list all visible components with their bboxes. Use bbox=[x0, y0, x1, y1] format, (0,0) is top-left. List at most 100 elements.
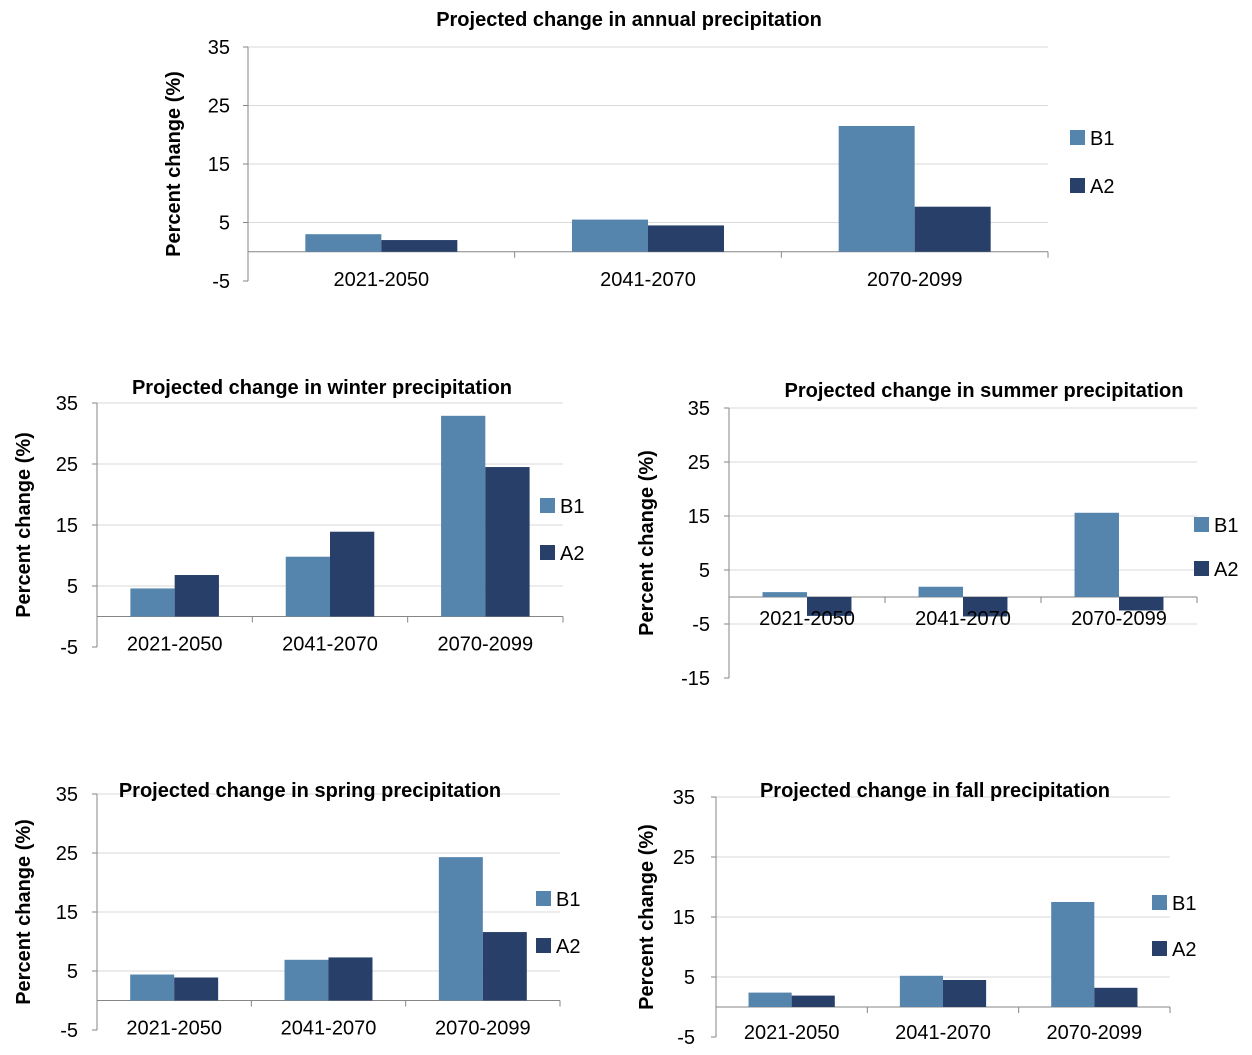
bar-b1-2070-2099 bbox=[838, 125, 915, 252]
bar-b1-2070-2099 bbox=[1074, 512, 1119, 597]
bar-b1-2070-2099 bbox=[438, 857, 483, 1001]
legend-label: A2 bbox=[556, 936, 580, 958]
bar-a2-2041-2070 bbox=[648, 225, 724, 252]
bar-a2-2070-2099 bbox=[485, 467, 530, 617]
y-tick-label: 35 bbox=[56, 393, 78, 415]
bar-a2-2070-2099 bbox=[1119, 597, 1164, 611]
x-category-label: 2070-2099 bbox=[435, 1018, 531, 1040]
bar-a2-2070-2099 bbox=[482, 932, 527, 1001]
x-category-label: 2041-2070 bbox=[915, 608, 1011, 630]
legend-swatch-b1 bbox=[540, 498, 555, 513]
legend-label: B1 bbox=[556, 889, 580, 911]
bar-b1-2070-2099 bbox=[1051, 902, 1095, 1007]
legend-swatch-b1 bbox=[1194, 517, 1209, 532]
bar-b1-2070-2099 bbox=[441, 415, 486, 617]
bar-b1-2021-2050 bbox=[305, 234, 382, 252]
y-tick-label: -15 bbox=[681, 668, 710, 690]
legend-label: B1 bbox=[1090, 128, 1114, 150]
y-axis-label: Percent change (%) bbox=[163, 71, 185, 257]
bar-b1-2021-2050 bbox=[762, 592, 807, 597]
y-tick-label: -5 bbox=[60, 637, 78, 659]
x-category-label: 2021-2050 bbox=[334, 269, 430, 291]
y-tick-label: -5 bbox=[60, 1020, 78, 1042]
y-tick-label: 15 bbox=[688, 506, 710, 528]
y-tick-label: 25 bbox=[208, 96, 230, 118]
x-category-label: 2021-2050 bbox=[126, 1018, 222, 1040]
bar-a2-2070-2099 bbox=[914, 206, 991, 252]
chart-title: Projected change in winter precipitation bbox=[132, 377, 512, 399]
y-tick-label: -5 bbox=[212, 271, 230, 293]
legend-swatch-a2 bbox=[536, 938, 551, 953]
summer-chart: -15 -5 5 15 25 35 2021-2050 2041-2070 2070-2099 P… bbox=[636, 380, 1238, 690]
bar-b1-2021-2050 bbox=[130, 588, 175, 617]
bar-a2-2021-2050 bbox=[381, 240, 458, 252]
y-tick-label: -5 bbox=[677, 1027, 695, 1049]
bar-a2-2041-2070 bbox=[963, 597, 1008, 617]
x-category-label: 2041-2070 bbox=[282, 634, 378, 656]
annual-chart: -5 5 15 25 35 2021-2050 2041-2070 2070-2099 Proj… bbox=[163, 9, 1114, 293]
y-tick-label: 25 bbox=[56, 843, 78, 865]
bar-a2-2021-2050 bbox=[791, 995, 835, 1007]
x-category-label: 2070-2099 bbox=[1071, 608, 1167, 630]
x-category-label: 2070-2099 bbox=[438, 634, 534, 656]
x-category-label: 2041-2070 bbox=[895, 1022, 991, 1044]
y-axis-label: Percent change (%) bbox=[13, 432, 35, 618]
y-axis-label: Percent change (%) bbox=[13, 819, 35, 1005]
bar-a2-2021-2050 bbox=[174, 575, 219, 617]
y-tick-label: 35 bbox=[688, 398, 710, 420]
legend-swatch-b1 bbox=[536, 891, 551, 906]
chart-title: Projected change in summer precipitation bbox=[785, 380, 1184, 402]
y-tick-label: 25 bbox=[56, 454, 78, 476]
bar-a2-2041-2070 bbox=[330, 531, 375, 617]
y-tick-label: 35 bbox=[673, 787, 695, 809]
y-tick-label: 15 bbox=[673, 907, 695, 929]
bar-b1-2041-2070 bbox=[918, 586, 963, 597]
legend-swatch-b1 bbox=[1070, 130, 1085, 145]
y-tick-label: 5 bbox=[67, 961, 78, 983]
chart-title: Projected change in spring precipitation bbox=[119, 780, 501, 802]
chart-title: Projected change in fall precipitation bbox=[760, 780, 1110, 802]
y-tick-label: -5 bbox=[692, 614, 710, 636]
legend-swatch-b1 bbox=[1152, 895, 1167, 910]
y-tick-label: 5 bbox=[684, 967, 695, 989]
bar-a2-2070-2099 bbox=[1094, 987, 1138, 1007]
fall-chart: -5 5 15 25 35 2021-2050 2041-2070 2070-2099 Proj… bbox=[636, 780, 1196, 1049]
x-category-label: 2041-2070 bbox=[600, 269, 696, 291]
legend-label: A2 bbox=[1090, 176, 1114, 198]
x-category-label: 2021-2050 bbox=[744, 1022, 840, 1044]
legend-swatch-a2 bbox=[1194, 561, 1209, 576]
y-axis-label: Percent change (%) bbox=[636, 824, 658, 1010]
winter-chart: -5 5 15 25 35 2021-2050 2041-2070 2070-2099 Proj… bbox=[13, 377, 584, 659]
y-tick-label: 35 bbox=[208, 37, 230, 59]
x-category-label: 2021-2050 bbox=[127, 634, 223, 656]
bar-a2-2041-2070 bbox=[943, 980, 987, 1007]
y-tick-label: 25 bbox=[688, 452, 710, 474]
bar-a2-2041-2070 bbox=[328, 957, 373, 1001]
y-tick-label: 35 bbox=[56, 784, 78, 806]
legend-swatch-a2 bbox=[540, 545, 555, 560]
chart-title: Projected change in annual precipitation bbox=[436, 9, 822, 31]
legend-label: B1 bbox=[1214, 515, 1238, 537]
bar-a2-2021-2050 bbox=[807, 597, 852, 616]
legend-swatch-a2 bbox=[1070, 178, 1085, 193]
legend-label: A2 bbox=[1214, 559, 1238, 581]
legend-label: A2 bbox=[560, 543, 584, 565]
y-tick-label: 15 bbox=[208, 154, 230, 176]
y-axis-label: Percent change (%) bbox=[636, 450, 658, 636]
legend-swatch-a2 bbox=[1152, 941, 1167, 956]
y-tick-label: 5 bbox=[219, 213, 230, 235]
legend-label: B1 bbox=[560, 496, 584, 518]
x-category-label: 2021-2050 bbox=[759, 608, 855, 630]
spring-chart: -5 5 15 25 35 2021-2050 2041-2070 2070-2099 Proj… bbox=[13, 780, 580, 1042]
bar-b1-2041-2070 bbox=[285, 556, 330, 617]
bar-b1-2021-2050 bbox=[748, 992, 792, 1007]
y-tick-label: 15 bbox=[56, 902, 78, 924]
bar-a2-2021-2050 bbox=[174, 977, 219, 1001]
bar-b1-2041-2070 bbox=[572, 219, 648, 252]
y-tick-label: 5 bbox=[67, 576, 78, 598]
x-category-label: 2070-2099 bbox=[1047, 1022, 1143, 1044]
y-tick-label: 15 bbox=[56, 515, 78, 537]
legend-label: B1 bbox=[1172, 893, 1196, 915]
bar-b1-2041-2070 bbox=[899, 975, 943, 1007]
